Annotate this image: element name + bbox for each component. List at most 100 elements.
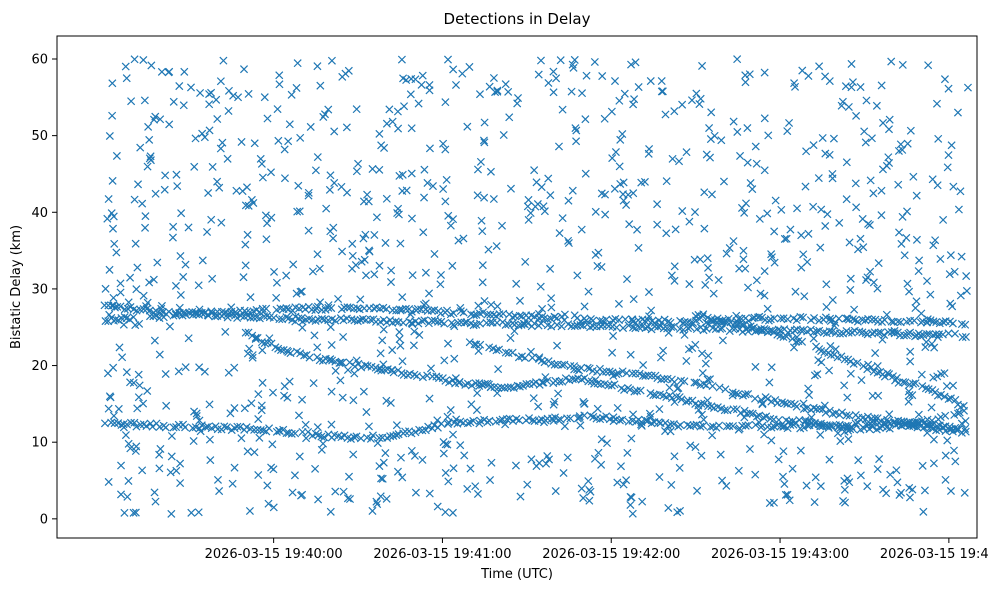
data-point (230, 463, 239, 472)
data-point (440, 319, 449, 328)
data-point (930, 343, 939, 352)
data-point (826, 342, 835, 351)
data-point (701, 359, 710, 368)
data-point (508, 348, 517, 357)
data-point (104, 194, 113, 204)
data-point (293, 59, 302, 68)
data-point (243, 349, 252, 358)
data-point (379, 360, 388, 369)
data-point (116, 490, 126, 499)
data-point (219, 56, 228, 65)
data-point (314, 495, 323, 504)
data-point (357, 363, 366, 372)
data-point (381, 449, 390, 458)
data-point (120, 305, 129, 314)
data-point (530, 312, 539, 321)
data-point (602, 315, 611, 324)
data-point (707, 190, 716, 199)
data-point (779, 333, 788, 342)
data-point (124, 476, 133, 485)
data-point (743, 283, 753, 292)
data-point (195, 416, 204, 425)
data-point (879, 485, 888, 494)
data-point (352, 167, 361, 176)
data-point (880, 372, 889, 381)
data-point (103, 214, 112, 223)
data-point (451, 374, 460, 383)
data-point (700, 188, 709, 197)
data-point (960, 488, 969, 497)
data-point (324, 301, 333, 310)
data-point (194, 281, 203, 290)
data-point (664, 328, 673, 337)
data-point (439, 449, 448, 458)
data-point (649, 391, 658, 400)
data-point (785, 496, 794, 505)
data-point (801, 182, 810, 191)
data-point (478, 227, 487, 236)
data-point (585, 485, 594, 494)
data-point (107, 418, 116, 427)
data-point (744, 389, 753, 399)
data-point (406, 310, 415, 319)
data-point (589, 316, 598, 325)
data-point (467, 381, 476, 390)
data-point (200, 133, 209, 142)
data-point (212, 95, 221, 104)
data-point (343, 494, 352, 503)
data-point (767, 423, 776, 432)
data-point (342, 123, 351, 132)
data-point (338, 247, 347, 256)
data-point (908, 485, 917, 494)
data-point (327, 56, 336, 65)
data-point (385, 105, 394, 114)
data-point (553, 341, 562, 350)
data-point (173, 182, 182, 191)
data-point (625, 385, 635, 394)
data-point (109, 363, 118, 372)
data-point (628, 509, 637, 518)
data-point (722, 422, 731, 431)
data-point (175, 82, 184, 91)
data-point (330, 178, 339, 187)
data-point (933, 391, 942, 400)
data-point (867, 421, 876, 430)
data-point (616, 179, 625, 189)
data-point (425, 394, 434, 403)
data-point (227, 303, 236, 312)
data-point (150, 336, 159, 345)
data-point (189, 436, 198, 446)
data-point (493, 318, 502, 327)
data-point (195, 305, 204, 314)
data-point (880, 315, 889, 324)
data-point (474, 346, 483, 355)
data-point (755, 411, 764, 420)
x-tick-label: 2026-03-15 19:43:00 (711, 547, 849, 562)
data-point (838, 408, 847, 417)
data-point (870, 414, 880, 423)
data-point (256, 154, 265, 163)
data-point (782, 332, 791, 341)
data-point (410, 370, 419, 379)
data-point (141, 302, 151, 311)
data-point (655, 473, 664, 482)
data-point (905, 287, 914, 296)
data-point (859, 243, 868, 252)
data-point (350, 369, 359, 378)
data-point (370, 270, 379, 279)
data-point (697, 451, 706, 460)
data-point (912, 191, 921, 200)
data-point (758, 400, 767, 409)
data-point (655, 405, 664, 414)
data-point (221, 327, 230, 336)
data-point (407, 169, 416, 178)
data-point (537, 183, 546, 192)
data-point (305, 353, 314, 362)
data-point (878, 335, 887, 344)
data-point (352, 356, 361, 365)
data-point (174, 367, 183, 376)
data-point (506, 184, 515, 193)
data-point (420, 193, 429, 202)
data-point (825, 366, 834, 375)
data-point (441, 197, 450, 206)
